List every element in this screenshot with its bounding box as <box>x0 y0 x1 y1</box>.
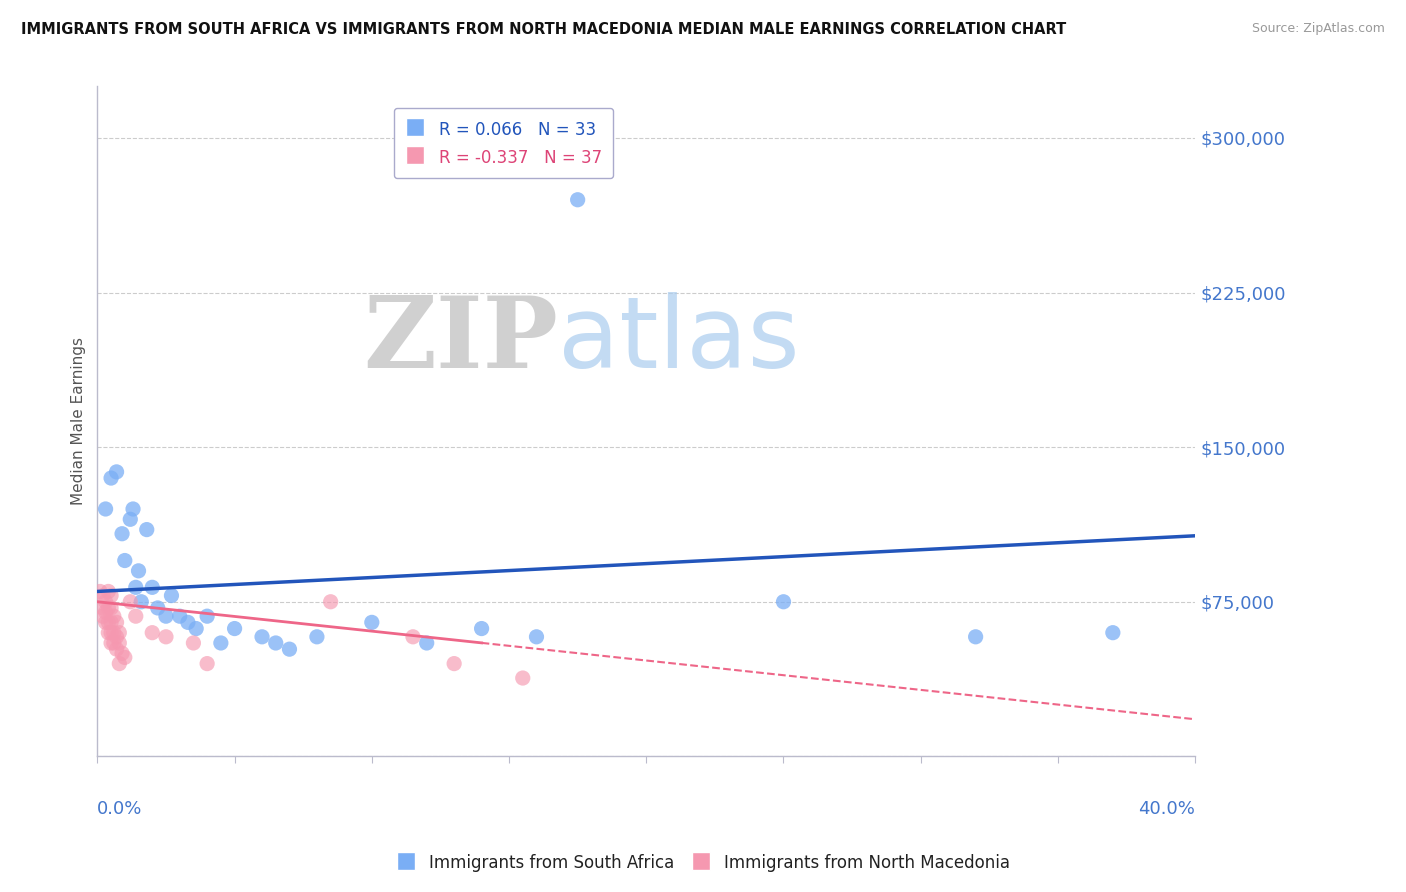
Point <box>105 630 128 644</box>
Point <box>91 601 114 615</box>
Point <box>94 605 117 619</box>
Point <box>415 636 437 650</box>
Point <box>526 630 548 644</box>
Point <box>965 630 987 644</box>
Text: IMMIGRANTS FROM SOUTH AFRICA VS IMMIGRANTS FROM NORTH MACEDONIA MEDIAN MALE EARN: IMMIGRANTS FROM SOUTH AFRICA VS IMMIGRAN… <box>21 22 1066 37</box>
Point <box>264 636 287 650</box>
Point <box>319 595 342 609</box>
Point <box>183 636 205 650</box>
Point <box>443 657 465 671</box>
Point <box>100 471 122 485</box>
Point <box>120 595 142 609</box>
Point <box>125 580 148 594</box>
Point <box>128 564 150 578</box>
Point <box>135 523 157 537</box>
Point <box>111 646 134 660</box>
Point <box>360 615 382 630</box>
Point <box>1102 625 1125 640</box>
Point <box>100 615 122 630</box>
Point <box>129 595 152 609</box>
Text: 0.0%: 0.0% <box>97 800 143 818</box>
Point <box>125 609 148 624</box>
Point <box>111 526 134 541</box>
Point <box>146 601 169 615</box>
Point <box>155 630 177 644</box>
Point <box>402 630 425 644</box>
Point <box>141 625 163 640</box>
Text: 40.0%: 40.0% <box>1139 800 1195 818</box>
Point <box>105 615 128 630</box>
Text: atlas: atlas <box>558 293 800 390</box>
Point <box>94 595 117 609</box>
Point <box>186 622 208 636</box>
Point <box>114 650 136 665</box>
Point <box>97 625 120 640</box>
Point <box>169 609 191 624</box>
Point <box>100 625 122 640</box>
Point <box>97 615 120 630</box>
Legend: Immigrants from South Africa, Immigrants from North Macedonia: Immigrants from South Africa, Immigrants… <box>389 847 1017 880</box>
Point <box>94 615 117 630</box>
Point <box>94 502 117 516</box>
Point <box>209 636 232 650</box>
Point <box>103 636 125 650</box>
Point <box>195 657 218 671</box>
Point <box>97 601 120 615</box>
Point <box>567 193 589 207</box>
Point <box>250 630 273 644</box>
Text: ZIP: ZIP <box>364 293 558 390</box>
Point <box>108 636 131 650</box>
Point <box>224 622 246 636</box>
Point <box>105 465 128 479</box>
Point <box>160 589 183 603</box>
Point <box>103 625 125 640</box>
Point <box>177 615 200 630</box>
Point <box>91 609 114 624</box>
Point <box>97 584 120 599</box>
Point <box>89 584 111 599</box>
Point <box>100 589 122 603</box>
Point <box>155 609 177 624</box>
Y-axis label: Median Male Earnings: Median Male Earnings <box>72 337 86 506</box>
Point <box>114 553 136 567</box>
Point <box>91 589 114 603</box>
Point <box>772 595 794 609</box>
Point <box>122 502 145 516</box>
Point <box>120 512 142 526</box>
Point <box>141 580 163 594</box>
Point <box>105 642 128 657</box>
Point <box>103 609 125 624</box>
Point <box>471 622 494 636</box>
Point <box>305 630 328 644</box>
Point <box>100 636 122 650</box>
Point <box>512 671 534 685</box>
Point <box>278 642 301 657</box>
Point <box>108 625 131 640</box>
Point <box>100 601 122 615</box>
Text: Source: ZipAtlas.com: Source: ZipAtlas.com <box>1251 22 1385 36</box>
Legend: R = 0.066   N = 33, R = -0.337   N = 37: R = 0.066 N = 33, R = -0.337 N = 37 <box>394 108 613 178</box>
Point <box>108 657 131 671</box>
Point <box>195 609 218 624</box>
